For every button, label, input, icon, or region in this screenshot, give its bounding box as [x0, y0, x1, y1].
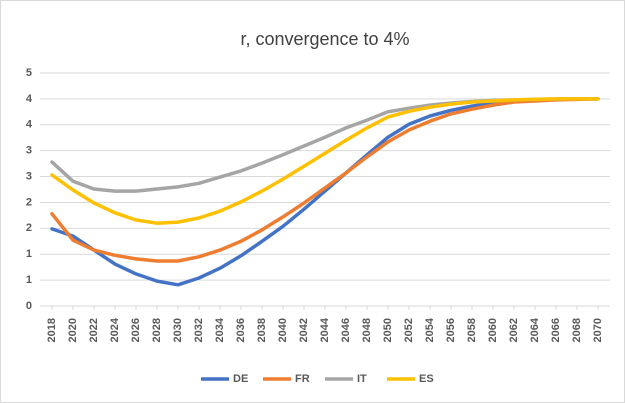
x-tick-label: 2024	[109, 317, 121, 342]
y-tick-label: 4	[26, 93, 33, 105]
x-tick-label: 2058	[466, 318, 478, 342]
x-tick-label: 2050	[382, 318, 394, 342]
legend-label: IT	[357, 373, 367, 385]
y-tick-label: 2	[26, 222, 32, 234]
x-tick-label: 2066	[550, 318, 562, 342]
x-tick-label: 2044	[319, 317, 331, 342]
x-tick-label: 2030	[172, 318, 184, 342]
x-tick-label: 2068	[571, 318, 583, 342]
x-tick-label: 2062	[508, 318, 520, 342]
x-tick-label: 2070	[592, 318, 604, 342]
x-tick-label: 2018	[46, 318, 58, 342]
x-tick-label: 2020	[67, 318, 79, 342]
legend-label: DE	[233, 373, 248, 385]
x-tick-label: 2060	[487, 318, 499, 342]
x-tick-label: 2064	[529, 317, 541, 342]
y-tick-label: 2	[26, 196, 32, 208]
line-series	[50, 97, 600, 225]
y-tick-label: 0	[26, 300, 32, 312]
x-tick-label: 2028	[151, 318, 163, 342]
y-tick-label: 3	[26, 145, 32, 157]
y-tick-label: 4	[26, 119, 33, 131]
y-tick-label: 3	[26, 170, 32, 182]
x-tick-label: 2042	[298, 318, 310, 342]
x-tick-label: 2026	[130, 318, 142, 342]
legend-label: FR	[295, 373, 310, 385]
y-tick-label: 1	[26, 274, 32, 286]
y-tick-label: 1	[26, 248, 32, 260]
x-tick-label: 2046	[340, 318, 352, 342]
legend-label: ES	[419, 373, 434, 385]
x-tick-label: 2052	[403, 318, 415, 342]
y-tick-label: 5	[26, 67, 32, 79]
x-tick-label: 2034	[214, 317, 226, 342]
x-tick-label: 2056	[445, 318, 457, 342]
x-tick-label: 2040	[277, 318, 289, 342]
x-tick-label: 2048	[361, 318, 373, 342]
x-tick-label: 2036	[235, 318, 247, 342]
chart-title: r, convergence to 4%	[240, 29, 409, 49]
line-series	[50, 97, 600, 263]
x-tick-label: 2022	[88, 318, 100, 342]
x-tick-label: 2038	[256, 318, 268, 342]
x-tick-label: 2032	[193, 318, 205, 342]
x-tick-label: 2054	[424, 317, 436, 342]
